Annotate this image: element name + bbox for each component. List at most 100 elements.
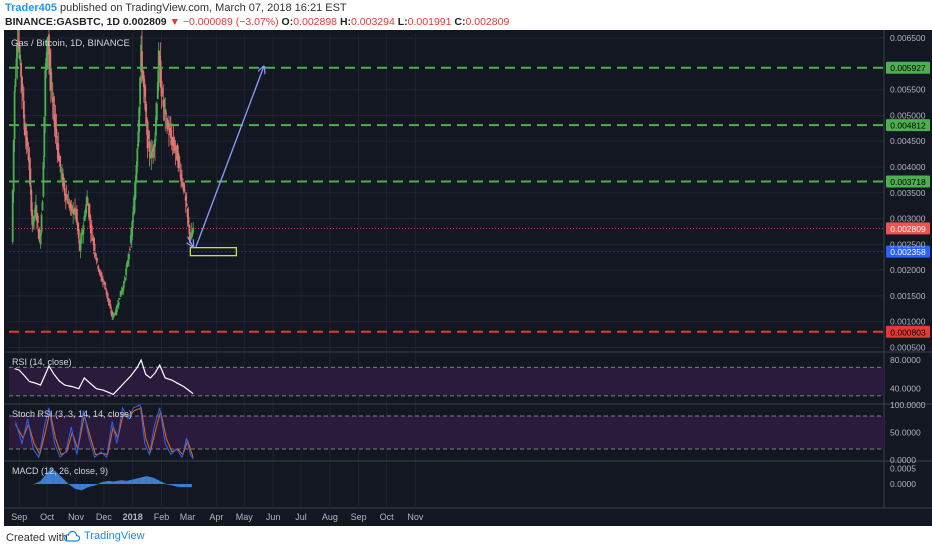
- candle-body: [99, 272, 102, 274]
- candle-body: [55, 128, 58, 138]
- level-price-tag: [886, 175, 930, 188]
- candle-body: [96, 258, 99, 260]
- macd-bar: [49, 469, 51, 484]
- time-axis-tick: Mar: [180, 512, 196, 522]
- candle-body: [49, 67, 52, 90]
- candle-body: [68, 202, 71, 208]
- candle-body: [87, 203, 89, 206]
- macd-bar: [114, 481, 116, 484]
- level-price-label: 0.000803: [890, 327, 926, 337]
- price-axis-tick: 0.002500: [890, 239, 926, 249]
- candle-body: [163, 100, 166, 108]
- author-link[interactable]: Trader405: [5, 2, 57, 14]
- candle-body: [47, 37, 49, 53]
- candle-body: [78, 239, 81, 251]
- candle-body: [171, 138, 174, 143]
- chart-svg[interactable]: 0.005927 0.004812 0.003718 0.000803 0.002809…: [4, 30, 932, 526]
- candle-body: [177, 152, 180, 168]
- tradingview-brand[interactable]: TradingView: [64, 530, 145, 542]
- macd-bar: [120, 480, 122, 484]
- macd-bar: [105, 481, 107, 484]
- candle-body: [185, 203, 188, 207]
- candle-body: [27, 153, 30, 161]
- macd-bar: [163, 483, 165, 484]
- candle-body: [76, 221, 79, 231]
- macd-bar: [69, 484, 71, 486]
- macd-bar: [187, 484, 190, 488]
- macd-bar: [34, 483, 36, 485]
- macd-bar: [41, 478, 44, 484]
- time-axis-tick: Aug: [322, 512, 338, 522]
- low-label: L:: [397, 16, 408, 28]
- macd-bar: [68, 484, 70, 485]
- candle-body: [126, 262, 129, 268]
- candle-body: [161, 90, 164, 94]
- macd-bar: [151, 477, 153, 484]
- candle-body: [23, 122, 26, 135]
- price-axis-tick: 0.003500: [890, 188, 926, 198]
- candle-body: [35, 205, 37, 216]
- macd-bar: [101, 482, 103, 484]
- candle-body: [168, 128, 171, 132]
- macd-bar: [55, 471, 57, 484]
- candle-body: [72, 208, 75, 214]
- macd-bar: [97, 483, 99, 485]
- macd-bar: [186, 484, 188, 488]
- price-axis-tick: 0.002000: [890, 265, 926, 275]
- candle-body: [74, 207, 76, 212]
- rsi-axis-tick: 40.0000: [890, 384, 921, 394]
- macd-bar: [92, 484, 94, 487]
- macd-bar: [108, 481, 111, 484]
- macd-bar: [159, 480, 161, 484]
- macd-bar: [141, 477, 143, 484]
- macd-bar: [98, 483, 100, 484]
- candle-body: [92, 238, 95, 246]
- candle-body: [104, 287, 107, 290]
- macd-bar: [178, 484, 180, 488]
- candle-body: [29, 168, 32, 187]
- price-axis-tick: 0.005500: [890, 85, 926, 95]
- macd-bar: [75, 484, 77, 489]
- macd-bar: [183, 484, 185, 488]
- time-axis-tick: Dec: [96, 512, 113, 522]
- candle-body: [121, 288, 124, 292]
- candle-body: [139, 77, 142, 105]
- candle-body: [85, 204, 88, 214]
- macd-bar: [102, 481, 104, 484]
- candle-body: [167, 120, 169, 128]
- macd-bar: [85, 484, 87, 489]
- candle-body: [20, 63, 22, 78]
- candle-body: [114, 314, 116, 316]
- candle-body: [70, 204, 73, 206]
- close-value: 0.002809: [465, 16, 510, 28]
- candle-body: [123, 281, 126, 284]
- candle-body: [79, 239, 82, 251]
- macd-bar: [132, 479, 134, 484]
- candle-body: [12, 140, 15, 192]
- candle-body: [183, 190, 186, 192]
- chart-area[interactable]: 0.005927 0.004812 0.003718 0.000803 0.002809…: [4, 30, 932, 526]
- macd-bar: [46, 473, 48, 484]
- macd-bar: [121, 480, 123, 484]
- macd-bar: [153, 478, 155, 484]
- candle-body: [125, 268, 128, 276]
- level-price-label: 0.003718: [890, 177, 926, 187]
- rsi-line: [14, 358, 194, 396]
- candle-body: [66, 198, 69, 204]
- macd-bar: [33, 484, 35, 485]
- stoch-k-line: [15, 404, 194, 460]
- stoch-axis-tick: 100.0000: [890, 400, 926, 410]
- candle-body: [128, 253, 130, 260]
- candle-body: [48, 34, 50, 55]
- candle-body: [168, 134, 170, 136]
- price-axis-tick: 0.001000: [890, 317, 926, 327]
- price-axis-tick: 0.004500: [890, 136, 926, 146]
- macd-bar: [39, 481, 41, 484]
- macd-bar: [172, 484, 174, 486]
- rsi-label: RSI (14, close): [12, 357, 72, 367]
- candle-body: [31, 209, 34, 225]
- macd-bar: [88, 484, 90, 487]
- candle-body: [138, 107, 141, 133]
- macd-bar: [121, 480, 124, 484]
- macd-bar: [40, 480, 42, 484]
